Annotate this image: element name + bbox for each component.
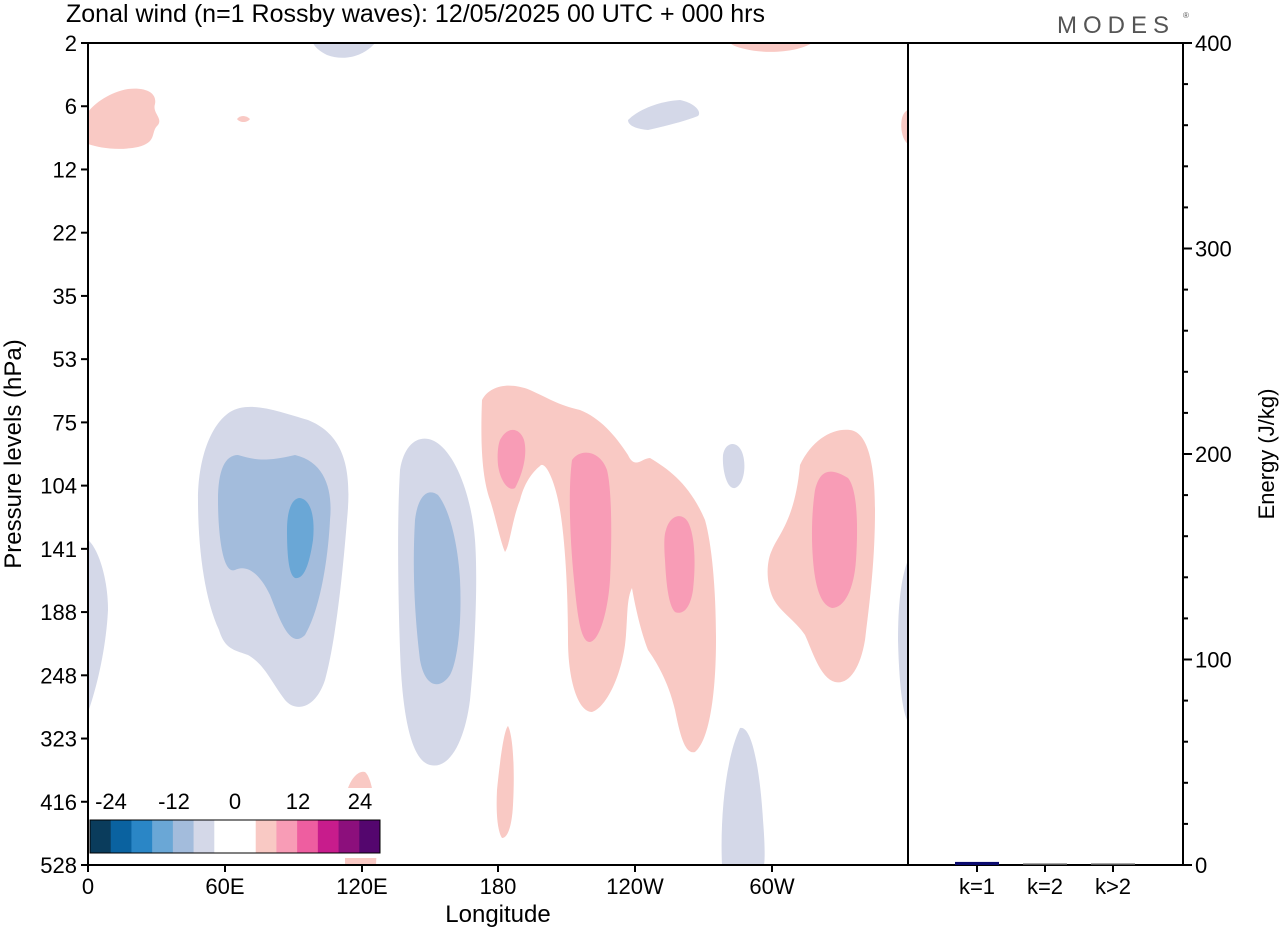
energy-category-label: k=2 — [1027, 874, 1063, 899]
colorbar-swatch — [317, 820, 339, 853]
brand-logo: MODES — [1057, 12, 1175, 39]
pressure-tick-label: 53 — [53, 347, 77, 372]
colorbar-swatch — [235, 820, 257, 853]
energy-tick-label: 300 — [1195, 237, 1232, 262]
pressure-tick-label: 528 — [40, 853, 77, 878]
contour-pos-east-edge — [901, 117, 908, 140]
contour-pos-180-core — [497, 429, 526, 489]
pressure-tick-label: 2 — [65, 31, 77, 56]
pressure-tick-label: 6 — [65, 94, 77, 119]
colorbar-swatch — [172, 820, 194, 853]
energy-bar — [1091, 863, 1135, 865]
energy-bar — [1023, 863, 1067, 865]
pressure-tick-label: 22 — [53, 221, 77, 246]
contour-pos-150w-core — [569, 452, 612, 643]
colorbar-swatch — [90, 820, 112, 853]
colorbar-swatch — [297, 820, 319, 853]
contour-pos-strat-west — [88, 88, 160, 149]
contour-pos-30w-core — [811, 471, 858, 608]
pressure-tick-label: 248 — [40, 663, 77, 688]
pressure-tick-label: 12 — [53, 157, 77, 182]
pressure-tick-label: 323 — [40, 727, 77, 752]
colorbar-swatch — [255, 820, 277, 853]
energy-tick-label: 400 — [1195, 31, 1232, 56]
contour-pos-strat-small — [237, 116, 250, 122]
contour-neg-west-edge — [88, 540, 108, 712]
colorbar-label: 0 — [229, 789, 241, 814]
energy-axis-label: Energy (J/kg) — [1254, 389, 1279, 520]
energy-tick-label: 100 — [1195, 648, 1232, 673]
contour-neg-east-edge — [898, 560, 908, 722]
longitude-tick-label: 120E — [336, 874, 387, 899]
colorbar-swatch — [131, 820, 153, 853]
energy-bars: k=1 k=2 k>2 — [955, 861, 1135, 899]
energy-panel-frame — [907, 42, 1184, 866]
contour-pos-180-low — [496, 726, 514, 838]
contour-neg-top — [313, 43, 375, 58]
colorbar-swatch — [359, 820, 381, 853]
colorbar-swatch — [193, 820, 215, 853]
energy-category-label: k>2 — [1095, 874, 1131, 899]
colorbar-label: -24 — [95, 789, 127, 814]
contour-neg-70e-core — [287, 498, 314, 579]
contour-layer — [88, 43, 908, 865]
pressure-tick-label: 416 — [40, 790, 77, 815]
energy-tick-label: 0 — [1195, 853, 1207, 878]
energy-tick-label: 200 — [1195, 442, 1232, 467]
pressure-axis: 2 6 12 22 35 53 75 104 141 188 248 323 416 528 — [40, 31, 88, 878]
colorbar-label: 12 — [286, 789, 310, 814]
pressure-tick-label: 75 — [53, 410, 77, 435]
colorbar-swatch — [214, 820, 236, 853]
colorbar-label: 24 — [348, 789, 372, 814]
contour-pos-top-center — [730, 43, 812, 52]
colorbar-swatch — [110, 820, 132, 853]
colorbar-swatch — [152, 820, 174, 853]
contour-neg-145e-mid — [413, 492, 461, 685]
colorbar-swatch — [338, 820, 360, 853]
longitude-tick-label: 0 — [82, 874, 94, 899]
longitude-axis: 0 60E 120E 180 120W 60W — [82, 865, 795, 899]
energy-category-label: k=1 — [959, 874, 995, 899]
brand-registered-mark: ® — [1183, 11, 1189, 20]
colorbar-swatch — [276, 820, 298, 853]
energy-bar — [955, 861, 999, 865]
contour-neg-70w-small — [722, 444, 745, 489]
contour-pos-110w-core — [664, 516, 695, 613]
longitude-tick-label: 60E — [205, 874, 244, 899]
chart-title: Zonal wind (n=1 Rossby waves): 12/05/202… — [66, 0, 765, 28]
pressure-tick-label: 188 — [40, 600, 77, 625]
x-axis-label: Longitude — [445, 901, 550, 928]
contour-neg-70w-low — [721, 727, 765, 865]
longitude-tick-label: 180 — [480, 874, 517, 899]
colorbar-label: -12 — [158, 789, 190, 814]
colorbar-frame — [89, 819, 381, 854]
colorbar: -24 -12 0 12 24 — [88, 788, 382, 858]
pressure-tick-label: 141 — [40, 537, 77, 562]
contour-neg-strat-east — [628, 100, 700, 130]
longitude-tick-label: 60W — [749, 874, 794, 899]
pressure-tick-label: 35 — [53, 284, 77, 309]
longitude-tick-label: 120W — [606, 874, 664, 899]
pressure-tick-label: 104 — [40, 474, 77, 499]
energy-axis: 0 100 200 300 400 — [1183, 31, 1232, 878]
y-axis-label: Pressure levels (hPa) — [0, 339, 27, 568]
